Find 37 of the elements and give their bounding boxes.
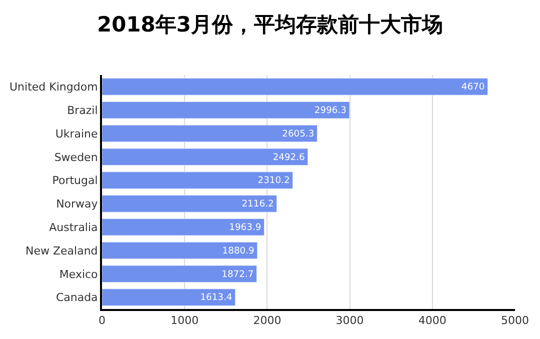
bar — [102, 124, 318, 142]
y-tick-label: Sweden — [54, 150, 98, 164]
y-tick-label: Australia — [49, 220, 98, 234]
data-label: 4670 — [461, 82, 485, 93]
bar — [102, 218, 264, 236]
data-label: 2605.3 — [282, 128, 314, 140]
x-tick-label: 2000 — [253, 314, 282, 328]
y-tick-label: Mexico — [59, 268, 98, 281]
bar — [102, 265, 257, 283]
x-tick-label: 1000 — [170, 314, 199, 328]
bar — [102, 148, 308, 166]
x-tick-label: 4000 — [418, 314, 446, 328]
data-label: 2996.3 — [314, 105, 347, 116]
bar — [102, 288, 236, 306]
x-tick-label: 0 — [98, 314, 106, 328]
y-tick-label: Norway — [56, 198, 98, 211]
x-tick-label: 3000 — [336, 314, 364, 328]
data-label: 2492.6 — [272, 152, 306, 163]
y-tick-label: Portugal — [52, 174, 98, 188]
bar — [102, 195, 278, 212]
data-label: 1880.9 — [222, 245, 254, 256]
x-tick-label: 5000 — [501, 314, 529, 328]
bar — [102, 101, 350, 119]
y-tick-label: Canada — [56, 291, 98, 304]
y-tick-label: New Zealand — [26, 244, 98, 258]
y-tick-label: Brazil — [67, 104, 98, 117]
y-tick-label: Ukraine — [55, 127, 98, 140]
data-label: 2310.2 — [258, 175, 290, 186]
bar — [102, 78, 488, 96]
data-label: 1872.7 — [222, 268, 254, 280]
data-label: 2116.2 — [242, 198, 274, 210]
data-label: 1963.9 — [229, 222, 262, 234]
data-label: 1613.4 — [200, 292, 232, 304]
bar — [102, 172, 294, 189]
bar — [102, 242, 258, 260]
y-tick-label: United Kingdom — [10, 80, 98, 94]
chart-title: 2018年3月份，平均存款前十大市场 — [96, 12, 444, 37]
